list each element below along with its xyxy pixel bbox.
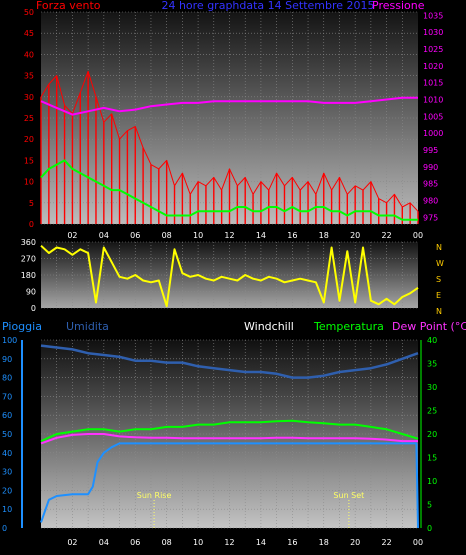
hour-tick-label: 22 bbox=[381, 538, 391, 547]
pressure-tick-label: 975 bbox=[423, 213, 438, 222]
temperature-line bbox=[40, 419, 419, 443]
hour-tick-label: 08 bbox=[162, 231, 172, 240]
rain-label: Pioggia bbox=[2, 320, 42, 333]
temperature-tick-label: 0 bbox=[427, 524, 432, 533]
wind-axis-label: Forza vento bbox=[36, 0, 101, 12]
wind-tick-label: 20 bbox=[24, 135, 34, 144]
dewpoint-label: Dew Point (°C) bbox=[392, 320, 466, 333]
pressure-tick-label: 1005 bbox=[423, 112, 443, 121]
hour-tick-label: 06 bbox=[130, 231, 140, 240]
pressure-tick-label: 1020 bbox=[423, 62, 443, 71]
direction-tick-label: 0 bbox=[31, 304, 36, 313]
pressure-tick-label: 990 bbox=[423, 163, 438, 172]
rain-humidity-tick-label: 60 bbox=[2, 411, 12, 420]
temperature-tick-label: 30 bbox=[427, 383, 437, 392]
wind-tick-label: 15 bbox=[24, 156, 34, 165]
sun-annotation: Sun Rise bbox=[137, 491, 172, 500]
pressure-line bbox=[40, 96, 418, 116]
hour-tick-label: 08 bbox=[162, 538, 172, 547]
pressure-tick-label: 1010 bbox=[423, 95, 443, 104]
pressure-tick-label: 980 bbox=[423, 196, 438, 205]
cardinal-label: S bbox=[436, 275, 441, 284]
hour-tick-label: 00 bbox=[413, 538, 423, 547]
direction-tick-label: 180 bbox=[21, 271, 36, 280]
temperature-tick-label: 20 bbox=[427, 430, 437, 439]
direction-tick-label: 90 bbox=[26, 288, 36, 297]
wind-tick-label: 0 bbox=[29, 220, 34, 229]
wind-tick-label: 50 bbox=[24, 8, 34, 17]
hour-tick-label: 20 bbox=[350, 538, 360, 547]
direction-tick-label: 360 bbox=[21, 238, 36, 247]
pressure-axis-label: Pressione bbox=[372, 0, 425, 12]
wind-direction-line bbox=[40, 244, 419, 308]
humidity-line bbox=[40, 344, 419, 379]
humidity-label: Umidita bbox=[66, 320, 109, 333]
hour-tick-label: 18 bbox=[319, 231, 329, 240]
cardinal-label: N bbox=[436, 243, 442, 252]
hour-tick-label: 02 bbox=[67, 538, 77, 547]
windchill-label: Windchill bbox=[244, 320, 294, 333]
pressure-tick-label: 1030 bbox=[423, 28, 443, 37]
wind-tick-label: 5 bbox=[29, 199, 34, 208]
sun-annotation: Sun Set bbox=[333, 491, 364, 500]
rain-humidity-tick-label: 20 bbox=[2, 486, 12, 495]
hour-tick-label: 16 bbox=[287, 538, 297, 547]
cardinal-label: E bbox=[436, 291, 441, 300]
rain-humidity-tick-label: 80 bbox=[2, 374, 12, 383]
hour-tick-label: 04 bbox=[99, 538, 109, 547]
rain-humidity-tick-label: 40 bbox=[2, 449, 12, 458]
wind-speed-line bbox=[40, 159, 418, 221]
rain-humidity-tick-label: 70 bbox=[2, 392, 12, 401]
cardinal-label: W bbox=[436, 259, 444, 268]
temperature-tick-label: 10 bbox=[427, 477, 437, 486]
temperature-tick-label: 15 bbox=[427, 454, 437, 463]
rain-humidity-tick-label: 10 bbox=[2, 505, 12, 514]
temperature-tick-label: 25 bbox=[427, 407, 437, 416]
wind-tick-label: 25 bbox=[24, 114, 34, 123]
hour-tick-label: 02 bbox=[67, 231, 77, 240]
rain-humidity-tick-label: 100 bbox=[2, 336, 17, 345]
temperature-tick-label: 40 bbox=[427, 336, 437, 345]
pressure-tick-label: 995 bbox=[423, 146, 438, 155]
hour-tick-label: 04 bbox=[99, 231, 109, 240]
hour-tick-label: 22 bbox=[381, 231, 391, 240]
hour-tick-label: 20 bbox=[350, 231, 360, 240]
chart-title: 24 hore graphdata 14 Settembre 2015 bbox=[161, 0, 374, 12]
hour-tick-label: 18 bbox=[319, 538, 329, 547]
wind-tick-label: 35 bbox=[24, 72, 34, 81]
dewpoint-line bbox=[40, 433, 418, 445]
hour-tick-label: 14 bbox=[256, 538, 266, 547]
wind-tick-label: 45 bbox=[24, 29, 34, 38]
hour-tick-label: 12 bbox=[224, 231, 234, 240]
pressure-tick-label: 1035 bbox=[423, 11, 443, 20]
gust-line bbox=[40, 70, 419, 212]
wind-tick-label: 40 bbox=[24, 50, 34, 59]
rain-humidity-tick-label: 0 bbox=[2, 524, 7, 533]
hour-tick-label: 00 bbox=[413, 231, 423, 240]
hour-tick-label: 06 bbox=[130, 538, 140, 547]
hour-tick-label: 10 bbox=[193, 231, 203, 240]
hour-tick-label: 12 bbox=[224, 538, 234, 547]
pressure-tick-label: 1025 bbox=[423, 45, 443, 54]
direction-tick-label: 270 bbox=[21, 255, 36, 264]
pressure-tick-label: 1000 bbox=[423, 129, 443, 138]
rain-humidity-tick-label: 50 bbox=[2, 430, 12, 439]
hour-tick-label: 10 bbox=[193, 538, 203, 547]
temperature-tick-label: 35 bbox=[427, 360, 437, 369]
pressure-tick-label: 1015 bbox=[423, 79, 443, 88]
cardinal-label: N bbox=[436, 307, 442, 316]
rain-line bbox=[40, 442, 419, 529]
hour-tick-label: 14 bbox=[256, 231, 266, 240]
rain-humidity-tick-label: 90 bbox=[2, 355, 12, 364]
wind-tick-label: 30 bbox=[24, 93, 34, 102]
rain-humidity-tick-label: 30 bbox=[2, 468, 12, 477]
pressure-tick-label: 985 bbox=[423, 180, 438, 189]
temperature-tick-label: 5 bbox=[427, 501, 432, 510]
hour-tick-label: 16 bbox=[287, 231, 297, 240]
wind-tick-label: 10 bbox=[24, 178, 34, 187]
temperature-label: Temperatura bbox=[313, 320, 384, 333]
